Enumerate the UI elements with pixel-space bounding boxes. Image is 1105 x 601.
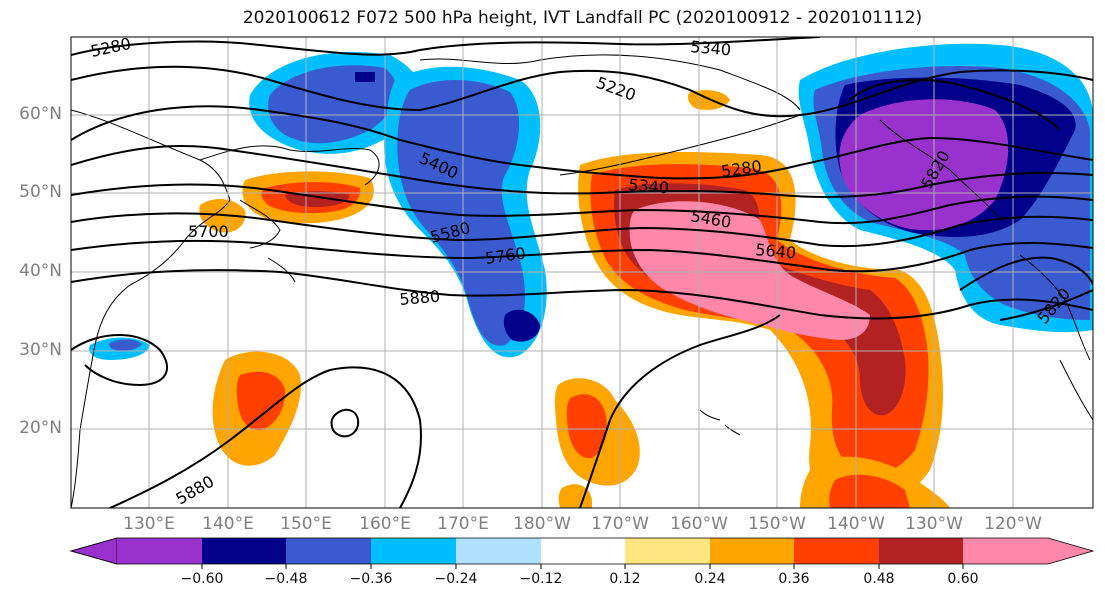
lon-label: 140°E <box>202 514 254 534</box>
colorbar-tick-label: −0.36 <box>349 571 393 587</box>
lat-label: 50°N <box>19 182 62 202</box>
contour-label: 5640 <box>755 240 797 262</box>
colorbar-segment <box>371 538 456 564</box>
lat-label: 20°N <box>19 418 62 438</box>
colorbar-tick-label: −0.24 <box>434 571 478 587</box>
lon-label: 170°W <box>591 514 649 534</box>
map-frame <box>70 36 1094 509</box>
colorbar-tick-label: 0.12 <box>609 571 641 587</box>
colorbar-segment <box>69 537 118 565</box>
colorbar-segment <box>117 538 202 564</box>
map-title: 2020100612 F072 500 hPa height, IVT Land… <box>242 8 923 28</box>
colorbar-tick-label: 0.48 <box>863 571 895 587</box>
height-contours <box>71 37 1093 508</box>
contour-label: 5880 <box>399 287 441 309</box>
colorbar-segment <box>710 538 794 564</box>
colorbar-segment <box>541 538 625 564</box>
lon-label: 120°W <box>984 514 1042 534</box>
contour-label: 5700 <box>188 222 229 241</box>
colorbar-segment <box>625 538 710 564</box>
colorbar <box>69 537 1095 569</box>
colorbar-segment <box>963 538 1048 564</box>
contour-label: 5340 <box>690 37 732 59</box>
colorbar-segment <box>456 538 541 564</box>
lon-label: 150°E <box>280 514 332 534</box>
lon-label: 180°W <box>513 514 571 534</box>
coastlines <box>71 54 1093 508</box>
colorbar-segment <box>1048 538 1093 564</box>
colorbar-tick-label: 0.24 <box>694 571 726 587</box>
colorbar-tick-label: 0.60 <box>947 571 979 587</box>
lon-label: 140°W <box>827 514 885 534</box>
colorbar-tick-label: −0.60 <box>180 571 224 587</box>
colorbar-segment <box>286 538 371 564</box>
colorbar-tick-label: −0.12 <box>519 571 563 587</box>
lon-label: 160°W <box>670 514 728 534</box>
lat-label: 30°N <box>19 340 62 360</box>
lon-label: 160°E <box>359 514 411 534</box>
colorbar-tick-label: −0.48 <box>264 571 308 587</box>
colorbar-segment <box>202 538 286 564</box>
colorbar-segment <box>794 538 879 564</box>
lon-label: 150°W <box>748 514 806 534</box>
lat-label: 60°N <box>19 104 62 124</box>
contour-label: 5340 <box>628 175 670 197</box>
lon-label: 130°E <box>123 514 175 534</box>
lon-label: 170°E <box>437 514 489 534</box>
lon-label: 130°W <box>905 514 963 534</box>
colorbar-segment <box>879 538 963 564</box>
colorbar-tick-label: 0.36 <box>778 571 810 587</box>
lat-label: 40°N <box>19 261 62 281</box>
